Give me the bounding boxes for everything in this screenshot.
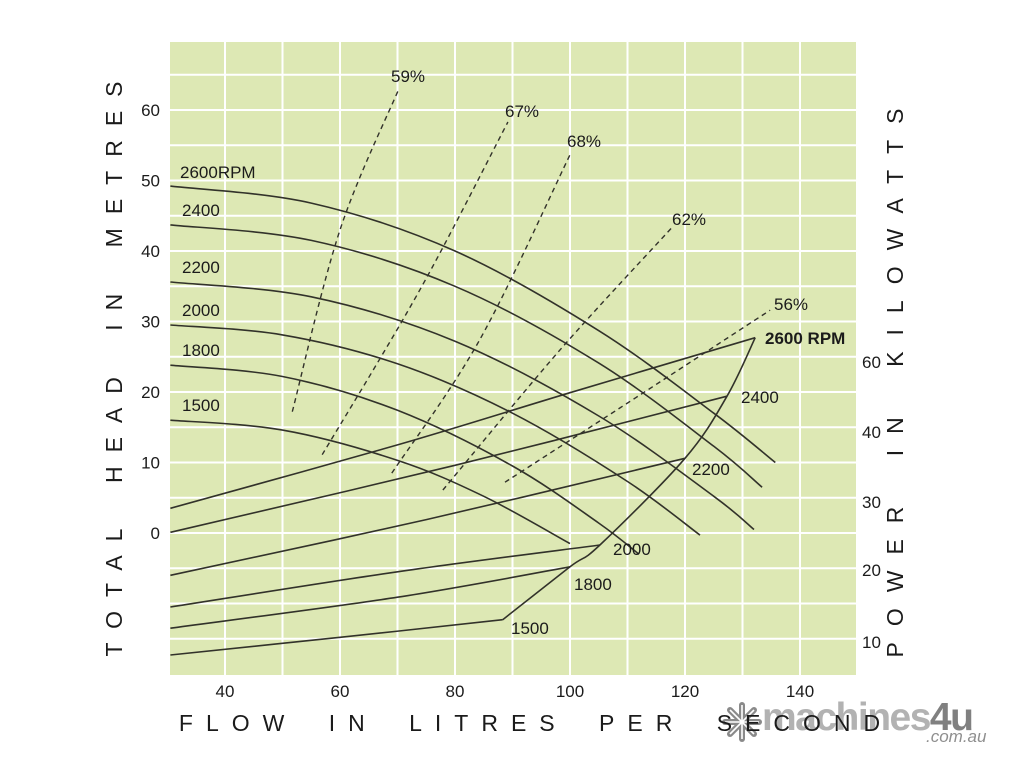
efficiency-label: 68% <box>567 132 601 151</box>
power-curve-2400 <box>170 395 728 534</box>
left-axis-tick-label: 30 <box>141 313 160 332</box>
bottom-axis-tick-label: 100 <box>556 682 584 701</box>
right-axis-tick-label: 40 <box>862 423 881 442</box>
right-axis-tick-label: 30 <box>862 493 881 512</box>
bottom-axis-tick-label: 120 <box>671 682 699 701</box>
power-curve-label: 2600 RPM <box>765 329 845 348</box>
power-curve-label: 1800 <box>574 575 612 594</box>
bottom-axis-tick-label: 60 <box>331 682 350 701</box>
right-axis-tick-label: 60 <box>862 353 881 372</box>
left-axis-title: TOTAL HEAD IN METRES <box>101 67 127 656</box>
power-curve-2600rpm <box>170 336 756 510</box>
efficiency-line-67 <box>321 121 509 456</box>
power-envelope-curve <box>502 337 756 621</box>
head-curve-label: 1800 <box>182 341 220 360</box>
left-axis-tick-label: 50 <box>141 172 160 191</box>
head-curve-2600rpm <box>170 185 776 464</box>
head-curve-2400 <box>170 224 763 488</box>
bottom-axis-tick-label: 40 <box>216 682 235 701</box>
bottom-axis-title: FLOW IN LITRES PER SECOND <box>179 710 893 736</box>
head-curve-label: 2400 <box>182 201 220 220</box>
power-curve-1500 <box>170 618 503 656</box>
left-axis-tick-label: 60 <box>141 101 160 120</box>
watermark-brand: machines <box>762 696 931 739</box>
power-curve-2000 <box>170 544 601 608</box>
head-curve-2200 <box>170 281 755 531</box>
power-curve-1800 <box>170 566 571 629</box>
bottom-axis-tick-label: 140 <box>786 682 814 701</box>
snowflake-icon <box>722 702 762 747</box>
watermark-brand-text: machines4u <box>762 696 974 739</box>
efficiency-line-56 <box>504 309 771 483</box>
right-axis-tick-label: 20 <box>862 561 881 580</box>
head-curve-label: 2000 <box>182 301 220 320</box>
watermark: machines4u .com.au <box>722 698 1022 768</box>
head-curve-label: 2200 <box>182 258 220 277</box>
power-curve-2200 <box>170 457 686 577</box>
watermark-suffix: 4u <box>929 696 974 739</box>
left-axis-tick-label: 20 <box>141 383 160 402</box>
head-curve-1800 <box>170 364 640 555</box>
left-axis-tick-label: 0 <box>151 524 160 543</box>
power-curve-label: 2200 <box>692 460 730 479</box>
bottom-axis-tick-label: 80 <box>446 682 465 701</box>
head-curve-2000 <box>170 324 701 536</box>
efficiency-label: 56% <box>774 295 808 314</box>
left-axis-tick-label: 10 <box>141 454 160 473</box>
efficiency-line-62 <box>442 227 673 491</box>
efficiency-label: 62% <box>672 210 706 229</box>
power-curve-label: 2000 <box>613 540 651 559</box>
left-axis-tick-label: 40 <box>141 242 160 261</box>
head-curve-label: 1500 <box>182 396 220 415</box>
efficiency-label: 67% <box>505 102 539 121</box>
efficiency-label: 59% <box>391 67 425 86</box>
right-axis-tick-label: 10 <box>862 633 881 652</box>
power-curve-label: 1500 <box>511 619 549 638</box>
head-curve-label: 2600RPM <box>180 163 256 182</box>
right-axis-title: POWER IN KILOWATTS <box>882 92 908 657</box>
power-curve-label: 2400 <box>741 388 779 407</box>
head-curve-1500 <box>170 419 571 545</box>
watermark-domain: .com.au <box>926 727 987 746</box>
